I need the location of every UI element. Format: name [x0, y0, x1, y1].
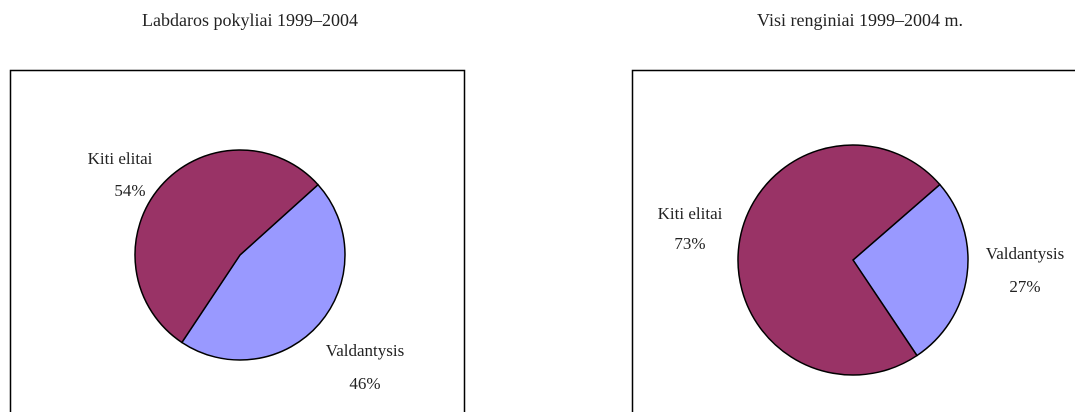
- chart-title: Visi renginiai 1999–2004 m.: [757, 10, 963, 30]
- slice-label: Kiti elitai: [658, 204, 723, 223]
- slice-value-label: 73%: [674, 234, 705, 253]
- chart-frame: [9, 69, 466, 412]
- slice-value-label: 46%: [349, 374, 380, 393]
- pie-slice: [180, 183, 346, 361]
- slice-value-label: 54%: [114, 181, 145, 200]
- slice-label: Valdantysis: [986, 244, 1064, 263]
- slice-label: Valdantysis: [326, 341, 404, 360]
- pie-slice: [737, 144, 941, 376]
- chart-frame: [631, 69, 1075, 412]
- slice-label: Kiti elitai: [88, 149, 153, 168]
- chart-title: Labdaros pokyliai 1999–2004: [142, 10, 358, 30]
- slice-value-label: 27%: [1009, 277, 1040, 296]
- pie-slice: [134, 149, 320, 344]
- pie-slice: [852, 183, 969, 357]
